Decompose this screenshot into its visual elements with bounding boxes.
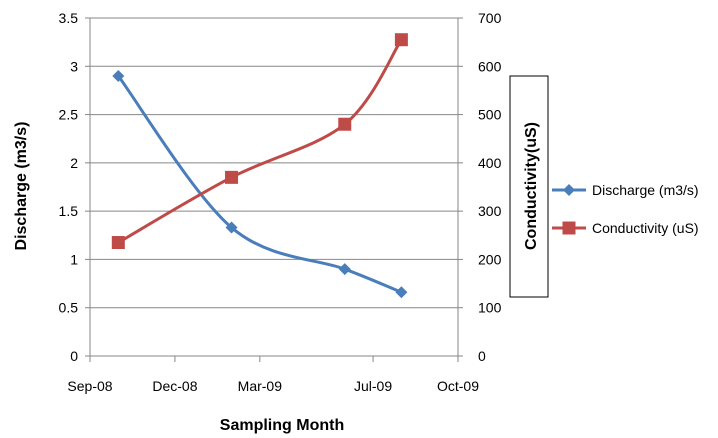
y-tick-label: 2.5	[59, 107, 79, 123]
discharge-series-line	[117, 75, 402, 294]
y2-tick-label: 200	[478, 251, 502, 267]
discharge-point	[338, 263, 351, 276]
legend-label: Discharge (m3/s)	[592, 182, 699, 198]
discharge-point	[112, 69, 125, 82]
x-tick-label: Jul-09	[354, 378, 392, 394]
legend: Discharge (m3/s) Conductivity (uS)	[552, 182, 699, 236]
legend-label: Conductivity (uS)	[592, 220, 699, 236]
conductivity-point	[225, 170, 239, 184]
y2-tick-label: 600	[478, 58, 502, 74]
x-tick-label: Dec-08	[152, 378, 197, 394]
y-tick-label: 0	[70, 348, 78, 364]
y2-tick-labels: 0 100 200 300 400 500 600 700	[478, 10, 502, 364]
discharge-point	[225, 221, 238, 234]
x-tick-label: Oct-09	[437, 378, 479, 394]
y-tick-labels: 0 0.5 1 1.5 2 2.5 3 3.5	[59, 10, 79, 364]
y2-tick-label: 0	[478, 348, 486, 364]
conductivity-point	[394, 33, 408, 47]
y2-tick-label: 400	[478, 155, 502, 171]
conductivity-series-line	[117, 38, 403, 244]
x-axis-title: Sampling Month	[220, 417, 344, 434]
y-tick-label: 0.5	[59, 300, 79, 316]
y2-axis-title-box	[509, 75, 549, 298]
y-tick-label: 2	[70, 155, 78, 171]
conductivity-point	[338, 117, 352, 131]
y-tick-label: 3	[70, 58, 78, 74]
x-tick-label: Sep-08	[67, 378, 112, 394]
legend-marker	[562, 221, 576, 235]
legend-marker	[563, 184, 575, 196]
y2-tick-label: 300	[478, 203, 502, 219]
x-tick-labels: Sep-08 Dec-08 Mar-09 Jul-09 Oct-09	[67, 378, 479, 394]
y-tick-label: 1.5	[59, 203, 79, 219]
y2-tick-label: 100	[478, 300, 502, 316]
series-layer	[111, 33, 408, 299]
discharge-point	[395, 286, 408, 299]
y2-axis-title: Conductivity(uS)	[523, 122, 540, 250]
y-tick-label: 3.5	[59, 10, 79, 26]
y2-tick-label: 700	[478, 10, 502, 26]
y-axis-title: Discharge (m3/s)	[13, 122, 30, 251]
axes	[85, 17, 463, 362]
x-tick-label: Mar-09	[238, 378, 283, 394]
y-tick-label: 1	[70, 251, 78, 267]
conductivity-point	[111, 236, 125, 250]
y2-tick-label: 500	[478, 107, 502, 123]
grid-lines	[90, 17, 458, 357]
